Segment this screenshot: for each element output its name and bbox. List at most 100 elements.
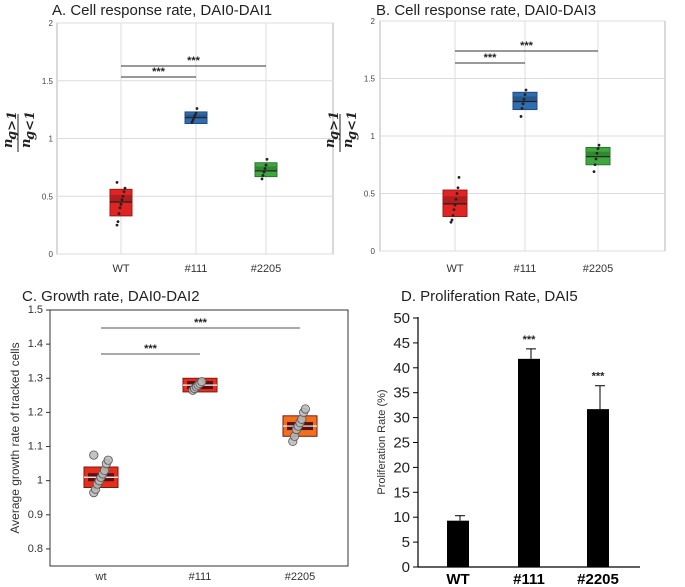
panel-a-ylabel: n g>1 n g<1 [1, 111, 38, 152]
sig-label-1: *** [520, 40, 534, 52]
ytick-label-4: 20 [393, 459, 410, 476]
point-#111-1 [191, 118, 195, 122]
point-WT-5 [120, 198, 124, 202]
point-wt-9 [89, 450, 99, 460]
point-wt-8 [103, 455, 113, 465]
ytick-label-0: 0 [371, 247, 376, 256]
ytick-label-6: 30 [393, 410, 410, 427]
box-#2205 [282, 404, 318, 447]
point-WT-8 [457, 176, 461, 179]
category-label-2: #2205 [577, 571, 619, 587]
category-label-0: wt [95, 571, 107, 583]
panel-a-ylabel-denominator: n [19, 139, 34, 148]
box-#111 [182, 377, 218, 395]
point-#111-3 [193, 114, 197, 117]
box-WT [442, 176, 468, 224]
ytick-label-6: 1.4 [28, 338, 43, 350]
category-label-0: WT [112, 263, 129, 275]
box-wt [83, 450, 119, 498]
point-WT-7 [456, 186, 460, 190]
point-WT-0 [449, 220, 453, 224]
ytick-label-4: 2 [49, 19, 54, 28]
category-label-0: WT [446, 263, 463, 275]
panel-b-ylabel-numerator-sub: g>1 [327, 111, 342, 140]
ytick-label-4: 1.2 [28, 406, 43, 418]
point-WT-2 [451, 213, 455, 217]
sig-label-1: *** [187, 55, 201, 67]
point-#111-0 [190, 120, 194, 124]
point-WT-6 [455, 192, 459, 195]
ytick-label-1: 5 [402, 534, 410, 551]
point-#111-2 [192, 116, 196, 120]
point-WT-3 [118, 206, 122, 210]
ytick-label-5: 25 [393, 435, 410, 452]
point-WT-1 [116, 220, 120, 224]
ytick-label-0: 0 [49, 250, 54, 259]
point-#2205-1 [593, 163, 597, 167]
point-#2205-2 [262, 170, 266, 174]
ytick-label-0: 0 [402, 559, 410, 576]
panel-a-title: A. Cell response rate, DAI0-DAI1 [52, 2, 272, 19]
point-#2205-4 [264, 163, 268, 167]
ytick-label-3: 1.5 [364, 75, 376, 84]
point-WT-1 [450, 218, 454, 222]
panel-b-ylabel: n g>1 n g<1 [323, 111, 360, 152]
point-#111-4 [194, 111, 198, 115]
ytick-label-2: 1 [49, 135, 54, 144]
point-#2205-5 [597, 143, 601, 147]
category-label-2: #2205 [583, 263, 614, 275]
point-#2205-7 [300, 404, 310, 414]
point-WT-9 [115, 180, 119, 184]
point-#111-4 [523, 93, 527, 96]
ytick-label-3: 1.1 [28, 441, 43, 453]
panel-c: C. Growth rate, DAI0-DAI2 Average growth… [8, 288, 349, 583]
point-#2205-4 [596, 147, 600, 151]
point-WT-3 [452, 208, 456, 212]
box-#2205 [585, 143, 611, 174]
ytick-label-7: 1.5 [28, 304, 43, 316]
ytick-label-2: 1 [37, 475, 43, 487]
bar-#111 [518, 358, 540, 567]
point-#111-5 [524, 88, 528, 92]
point-#2205-5 [265, 157, 269, 161]
box-WT [109, 180, 133, 227]
sig-label-0: *** [484, 52, 498, 64]
ytick-label-9: 45 [393, 335, 410, 352]
panel-a-ylabel-numerator-sub: g>1 [5, 111, 20, 140]
point-#111-3 [522, 97, 526, 101]
category-label-2: #2205 [251, 263, 282, 275]
point-#2205-0 [592, 170, 596, 174]
panel-c-title: C. Growth rate, DAI0-DAI2 [22, 288, 200, 305]
point-WT-7 [122, 190, 126, 194]
ytick-label-8: 40 [393, 360, 410, 377]
box-#111 [184, 107, 208, 124]
ytick-label-0: 0.8 [28, 543, 43, 555]
point-#2205-0 [260, 177, 264, 181]
point-#111-5 [197, 377, 207, 387]
panel-b-ylabel-numerator: n [323, 139, 338, 148]
point-#111-1 [520, 107, 524, 110]
category-label-1: #111 [189, 571, 212, 583]
panel-c-ylabel: Average growth rate of tracked cells [8, 342, 22, 533]
panel-b: B. Cell response rate, DAI0-DAI3 n g>1 n… [323, 2, 666, 275]
panel-d: D. Proliferation Rate, DAI5 Proliferatio… [376, 288, 640, 587]
sig-label-1: *** [194, 317, 208, 329]
annotation-#2205: *** [592, 371, 606, 383]
panel-a-ylabel-numerator: n [1, 139, 16, 148]
ytick-label-5: 1.3 [28, 372, 43, 384]
panel-a-ylabel-denominator-sub: g<1 [23, 111, 38, 140]
panel-d-ylabel: Proliferation Rate (%) [376, 389, 388, 494]
point-WT-6 [121, 194, 125, 198]
panel-a: A. Cell response rate, DAI0-DAI1 n g>1 n… [1, 2, 334, 275]
point-#111-0 [519, 115, 523, 118]
point-WT-2 [117, 212, 121, 215]
panel-b-title: B. Cell response rate, DAI0-DAI3 [376, 2, 596, 19]
box-#111 [512, 88, 538, 118]
panel-d-title: D. Proliferation Rate, DAI5 [401, 288, 578, 305]
ytick-label-1: 0.5 [364, 190, 376, 199]
ytick-label-1: 0.9 [28, 509, 43, 521]
ytick-label-7: 35 [393, 385, 410, 402]
category-label-2: #2205 [285, 571, 316, 583]
point-#2205-3 [263, 167, 267, 170]
